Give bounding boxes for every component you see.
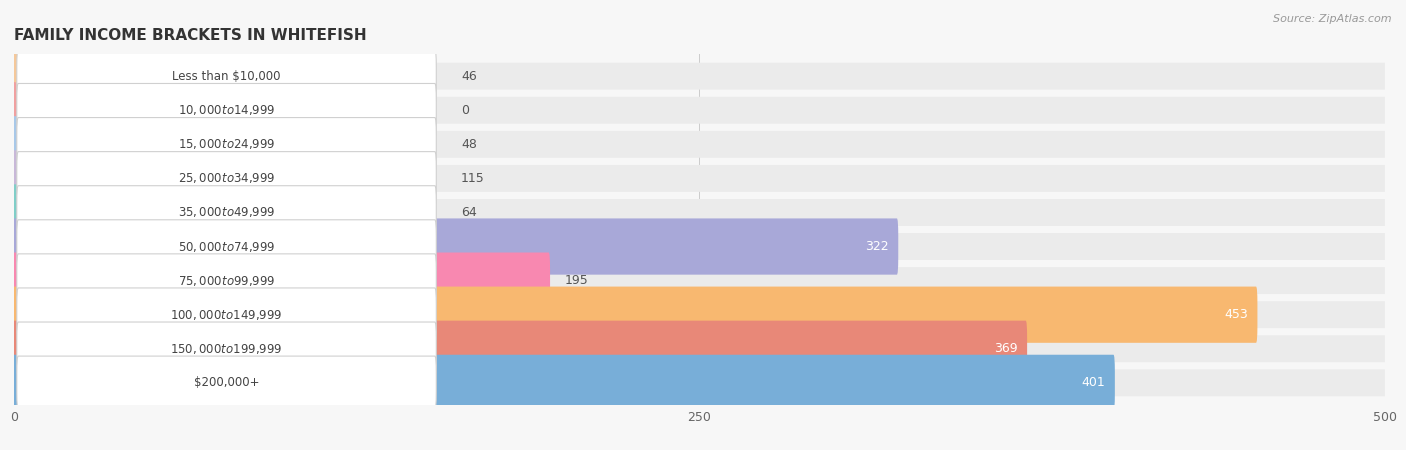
Text: 401: 401 [1081,376,1105,389]
FancyBboxPatch shape [17,322,436,375]
FancyBboxPatch shape [17,50,436,103]
Text: 46: 46 [461,70,477,83]
FancyBboxPatch shape [13,150,330,207]
FancyBboxPatch shape [13,116,148,172]
Text: 322: 322 [865,240,889,253]
FancyBboxPatch shape [14,301,1385,328]
Text: 195: 195 [565,274,589,287]
FancyBboxPatch shape [14,369,1385,396]
Text: 0: 0 [461,104,470,117]
FancyBboxPatch shape [13,218,898,274]
FancyBboxPatch shape [17,220,436,273]
FancyBboxPatch shape [17,254,436,307]
Text: $100,000 to $149,999: $100,000 to $149,999 [170,308,283,322]
FancyBboxPatch shape [14,233,1385,260]
Text: $50,000 to $74,999: $50,000 to $74,999 [177,239,276,253]
Text: 453: 453 [1225,308,1249,321]
Text: $200,000+: $200,000+ [194,376,259,389]
Text: 369: 369 [994,342,1018,355]
FancyBboxPatch shape [17,288,436,342]
FancyBboxPatch shape [14,97,1385,124]
Text: $150,000 to $199,999: $150,000 to $199,999 [170,342,283,356]
Text: 48: 48 [461,138,477,151]
FancyBboxPatch shape [14,267,1385,294]
Text: 115: 115 [461,172,485,185]
Text: $75,000 to $99,999: $75,000 to $99,999 [177,274,276,288]
Text: Source: ZipAtlas.com: Source: ZipAtlas.com [1274,14,1392,23]
FancyBboxPatch shape [14,199,1385,226]
FancyBboxPatch shape [13,252,550,309]
FancyBboxPatch shape [17,152,436,205]
FancyBboxPatch shape [17,117,436,171]
FancyBboxPatch shape [13,355,1115,411]
Text: $35,000 to $49,999: $35,000 to $49,999 [177,206,276,220]
Text: $10,000 to $14,999: $10,000 to $14,999 [177,103,276,117]
FancyBboxPatch shape [13,82,17,138]
FancyBboxPatch shape [13,48,142,104]
Text: Less than $10,000: Less than $10,000 [173,70,281,83]
FancyBboxPatch shape [17,186,436,239]
FancyBboxPatch shape [13,321,1028,377]
FancyBboxPatch shape [14,165,1385,192]
FancyBboxPatch shape [13,287,1257,343]
FancyBboxPatch shape [17,84,436,137]
FancyBboxPatch shape [17,356,436,410]
Text: $15,000 to $24,999: $15,000 to $24,999 [177,137,276,151]
Text: $25,000 to $34,999: $25,000 to $34,999 [177,171,276,185]
Text: FAMILY INCOME BRACKETS IN WHITEFISH: FAMILY INCOME BRACKETS IN WHITEFISH [14,28,367,43]
Text: 64: 64 [461,206,477,219]
FancyBboxPatch shape [14,63,1385,90]
FancyBboxPatch shape [14,335,1385,362]
FancyBboxPatch shape [14,131,1385,158]
FancyBboxPatch shape [13,184,191,241]
